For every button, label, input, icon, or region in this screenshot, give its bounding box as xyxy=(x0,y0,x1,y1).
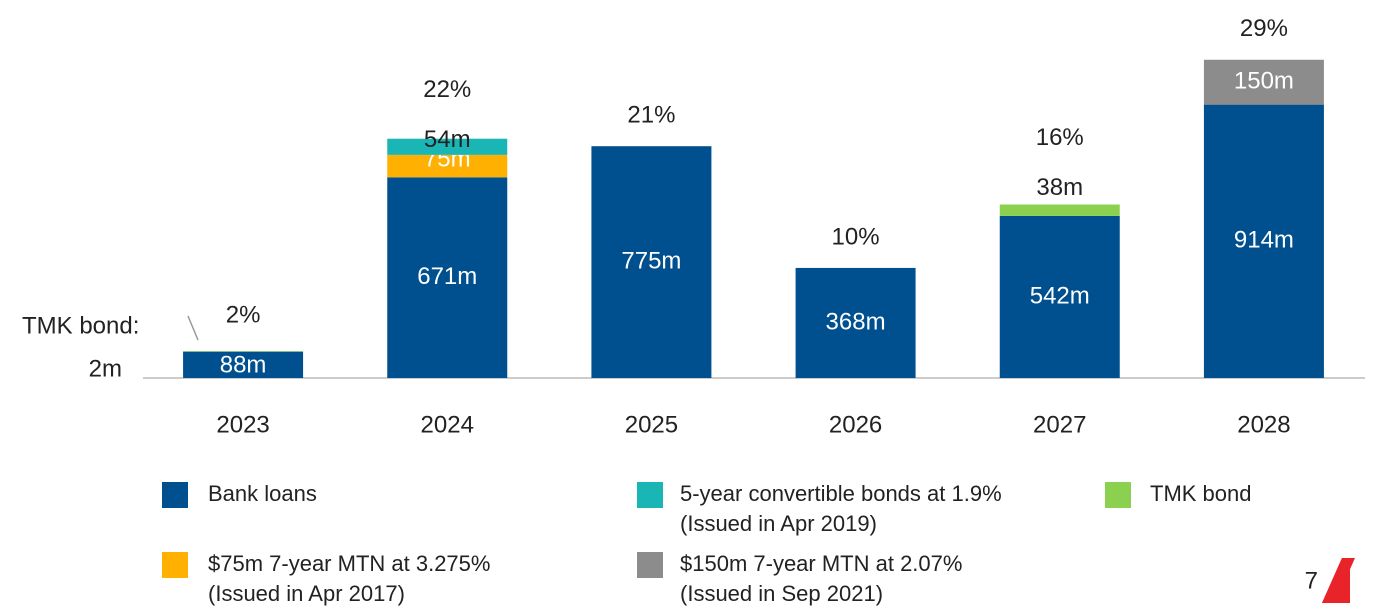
bar-segment xyxy=(183,351,304,352)
x-tick-label: 2026 xyxy=(829,411,882,438)
total-label: 21% xyxy=(627,102,675,129)
legend-swatch xyxy=(637,482,663,508)
legend-label: 5-year convertible bonds at 1.9% (Issued… xyxy=(680,481,1002,536)
total-label: 10% xyxy=(832,223,880,250)
legend-swatch xyxy=(637,552,663,578)
bar-segment xyxy=(387,177,508,378)
legend-label: $150m 7-year MTN at 2.07% (Issued in Sep… xyxy=(680,551,963,606)
data-label: 54m xyxy=(424,126,471,153)
bar-segment xyxy=(795,267,916,378)
bar-segment xyxy=(387,138,508,155)
bar-segment xyxy=(1203,59,1324,105)
legend-swatch xyxy=(162,482,188,508)
total-label: 16% xyxy=(1036,124,1084,151)
data-label: 368m xyxy=(826,308,886,335)
data-label: 88m xyxy=(220,351,267,378)
total-label: 2% xyxy=(226,301,261,328)
bar-segment xyxy=(1203,104,1324,378)
data-label: 775m xyxy=(621,247,681,274)
legend-label: $75m 7-year MTN at 3.275% (Issued in Apr… xyxy=(208,551,491,606)
page-number: 7 xyxy=(1305,567,1318,594)
x-tick-label: 2028 xyxy=(1237,411,1290,438)
data-label: 542m xyxy=(1030,282,1090,309)
leader-line xyxy=(187,315,199,341)
legend-swatch xyxy=(162,552,188,578)
bar-segment xyxy=(387,154,508,178)
legend-label: Bank loans xyxy=(208,481,317,506)
data-label: 2m xyxy=(89,355,122,382)
x-tick-label: 2025 xyxy=(625,411,678,438)
logo xyxy=(1322,558,1355,603)
x-tick-label: 2023 xyxy=(216,411,269,438)
x-tick-label: 2027 xyxy=(1033,411,1086,438)
legend-swatch xyxy=(1105,482,1131,508)
x-tick-label: 2024 xyxy=(421,411,474,438)
total-label: 29% xyxy=(1240,15,1288,42)
data-label: 38m xyxy=(1036,174,1083,201)
data-label: 671m xyxy=(417,263,477,290)
legend-label: TMK bond xyxy=(1150,481,1252,506)
data-label: 150m xyxy=(1234,68,1294,95)
bar-segment xyxy=(591,146,712,378)
bar-segment xyxy=(999,215,1120,378)
data-label: 914m xyxy=(1234,227,1294,254)
total-label: 22% xyxy=(423,76,471,103)
bar-segment xyxy=(183,351,304,378)
annotation: TMK bond: xyxy=(22,312,139,339)
bar-segment xyxy=(999,204,1120,216)
